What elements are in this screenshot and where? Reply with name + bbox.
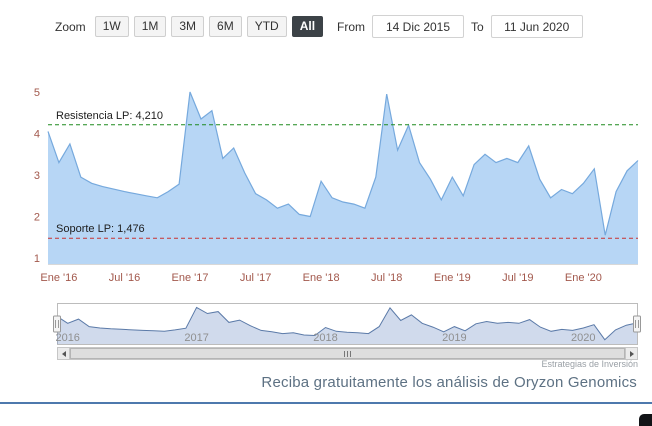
zoom-button-1w[interactable]: 1W [94, 16, 129, 38]
scrollbar-left-arrow[interactable] [57, 347, 70, 360]
navigator-handle-right[interactable] [633, 315, 641, 333]
zoom-label: Zoom [55, 19, 86, 34]
y-axis-label: 3 [34, 170, 40, 182]
price-area [48, 92, 638, 264]
navigator-line [56, 306, 638, 341]
support-label: Soporte LP: 1,476 [56, 223, 145, 235]
y-axis-label: 5 [34, 87, 40, 99]
from-label: From [337, 19, 365, 34]
chart-scrollbar [57, 347, 638, 360]
zoom-buttons: 1W 1M 3M 6M YTD All [94, 16, 328, 38]
navigator-year-label: 2016 [55, 332, 79, 344]
x-axis-label: Jul '19 [502, 272, 533, 284]
x-axis-label: Jul '18 [371, 272, 402, 284]
zoom-button-ytd[interactable]: YTD [246, 16, 287, 38]
y-axis-label: 2 [34, 212, 40, 224]
x-axis-label: Ene '18 [303, 272, 340, 284]
scrollbar-thumb[interactable] [70, 348, 625, 359]
navigator-year-label: 2020 [571, 332, 595, 344]
from-date-input[interactable] [372, 15, 464, 38]
date-range-toolbar: From To [337, 15, 583, 38]
zoom-button-1m[interactable]: 1M [133, 16, 167, 38]
price-line [47, 91, 639, 236]
x-axis-label: Ene '20 [565, 272, 602, 284]
footer-message: Reciba gratuitamente los análisis de Ory… [261, 374, 637, 391]
watermark: Estrategias de Inversión [541, 359, 638, 369]
y-axis-label: 1 [34, 253, 40, 265]
x-axis-label: Jul '16 [109, 272, 140, 284]
zoom-button-3m[interactable]: 3M [171, 16, 205, 38]
navigator-year-label: 2019 [442, 332, 466, 344]
scrollbar-track[interactable] [70, 347, 625, 360]
y-axis-label: 4 [34, 129, 40, 141]
navigator-area [57, 307, 637, 344]
corner-widget[interactable] [639, 414, 652, 426]
x-axis-label: Ene '19 [434, 272, 471, 284]
left-arrow-icon [61, 350, 66, 357]
x-axis-label: Ene '16 [40, 272, 77, 284]
zoom-button-6m[interactable]: 6M [209, 16, 242, 38]
bottom-divider [0, 402, 652, 404]
scrollbar-right-arrow[interactable] [625, 347, 638, 360]
navigator-year-label: 2018 [313, 332, 337, 344]
right-arrow-icon [629, 350, 634, 357]
to-label: To [471, 19, 484, 34]
x-axis-label: Ene '17 [172, 272, 209, 284]
resistance-label: Resistencia LP: 4,210 [56, 110, 163, 122]
zoom-toolbar: Zoom 1W 1M 3M 6M YTD All [55, 16, 328, 38]
navigator-year-label: 2017 [184, 332, 208, 344]
navigator-handle-left[interactable] [53, 315, 61, 333]
navigator[interactable]: 2016 2017 2018 2019 2020 [0, 303, 652, 347]
main-price-chart[interactable]: Ene '16 Jul '16 Ene '17 Jul '17 Ene '18 Jul '… [0, 62, 652, 294]
thumb-grip-icon [344, 350, 345, 357]
to-date-input[interactable] [490, 15, 583, 38]
zoom-button-all[interactable]: All [291, 16, 324, 38]
x-axis-label: Jul '17 [240, 272, 271, 284]
